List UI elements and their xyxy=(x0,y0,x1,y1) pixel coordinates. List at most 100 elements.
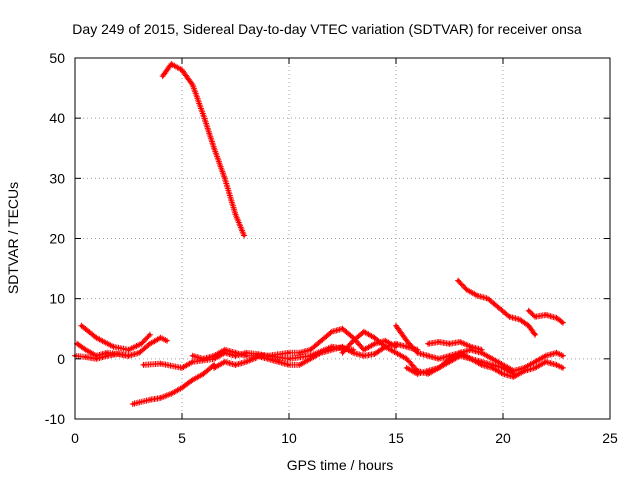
data-point xyxy=(373,336,377,340)
data-point xyxy=(308,357,312,361)
data-point xyxy=(394,324,398,328)
data-point xyxy=(84,355,88,359)
data-point xyxy=(527,309,531,313)
data-point xyxy=(527,324,531,328)
data-point xyxy=(319,351,323,355)
data-point xyxy=(159,396,163,400)
series-track-4 xyxy=(129,361,218,407)
series-track-13 xyxy=(455,277,539,338)
data-point xyxy=(287,357,291,361)
data-point xyxy=(497,306,501,310)
data-point xyxy=(522,369,526,373)
series-track-2 xyxy=(78,322,153,353)
y-tick-label: 0 xyxy=(57,351,65,367)
data-point xyxy=(244,354,248,358)
series-track-3 xyxy=(72,351,132,362)
data-point xyxy=(533,360,537,364)
data-point xyxy=(465,288,469,292)
data-point xyxy=(561,354,565,358)
series-track-11 xyxy=(403,352,566,380)
series-track-12 xyxy=(425,339,485,353)
x-tick-label: 5 xyxy=(178,430,186,446)
data-point xyxy=(501,372,505,376)
data-point xyxy=(201,372,205,376)
data-point xyxy=(383,339,387,343)
data-point xyxy=(212,366,216,370)
data-point xyxy=(394,342,398,346)
data-point xyxy=(169,392,173,396)
data-point xyxy=(308,348,312,352)
data-point xyxy=(191,83,195,87)
data-point xyxy=(373,342,377,346)
data-point xyxy=(330,330,334,334)
data-point xyxy=(341,345,344,349)
data-point xyxy=(405,339,409,343)
data-point xyxy=(287,351,291,355)
data-point xyxy=(544,313,548,317)
data-point xyxy=(191,360,195,364)
data-point xyxy=(362,330,366,334)
data-point xyxy=(426,354,430,358)
data-point xyxy=(533,333,537,337)
data-point xyxy=(486,297,490,301)
data-point xyxy=(75,342,79,346)
data-point xyxy=(518,318,522,322)
data-point xyxy=(131,402,135,406)
data-point xyxy=(244,360,248,364)
data-point xyxy=(544,360,548,364)
data-point xyxy=(330,348,334,352)
plus-markers xyxy=(159,61,248,239)
data-point xyxy=(142,363,145,367)
data-point xyxy=(480,348,484,352)
data-point xyxy=(480,360,484,364)
data-point xyxy=(362,348,366,352)
data-point xyxy=(405,366,409,370)
data-point xyxy=(191,378,195,382)
data-point xyxy=(561,321,565,325)
data-point xyxy=(255,354,259,358)
data-point xyxy=(341,351,344,355)
y-tick-label: 10 xyxy=(49,291,65,307)
plus-markers xyxy=(525,307,566,326)
data-point xyxy=(234,212,237,216)
data-point xyxy=(373,352,377,356)
x-tick-label: 25 xyxy=(602,430,618,446)
data-point xyxy=(475,294,479,298)
data-point xyxy=(223,348,227,352)
data-point xyxy=(426,369,430,373)
data-point xyxy=(415,372,419,376)
data-point xyxy=(555,351,558,355)
data-point xyxy=(298,351,302,355)
data-point xyxy=(319,339,323,343)
data-point xyxy=(148,333,152,337)
data-point xyxy=(480,363,484,367)
data-point xyxy=(437,340,441,344)
x-tick-label: 15 xyxy=(388,430,404,446)
data-point xyxy=(341,327,344,331)
data-point xyxy=(448,342,451,346)
data-point xyxy=(458,354,462,358)
data-point xyxy=(169,62,173,66)
data-point xyxy=(555,316,558,320)
data-point xyxy=(448,354,451,358)
data-point xyxy=(180,366,184,370)
data-point xyxy=(191,354,195,358)
data-point xyxy=(533,366,537,370)
data-point xyxy=(351,339,355,343)
chart-title: Day 249 of 2015, Sidereal Day-to-day VTE… xyxy=(72,21,582,37)
data-point xyxy=(426,342,430,346)
plus-markers xyxy=(455,277,539,338)
data-point xyxy=(405,345,409,349)
data-point xyxy=(555,363,558,367)
y-axis-label: SDTVAR / TECUs xyxy=(5,182,21,294)
data-point xyxy=(148,342,152,346)
data-point xyxy=(127,348,130,352)
data-point xyxy=(84,348,88,352)
data-point xyxy=(507,315,511,319)
data-point xyxy=(298,363,302,367)
data-point xyxy=(94,357,98,361)
data-point xyxy=(469,345,473,349)
y-tick-label: 50 xyxy=(49,50,65,66)
data-point xyxy=(116,352,120,356)
